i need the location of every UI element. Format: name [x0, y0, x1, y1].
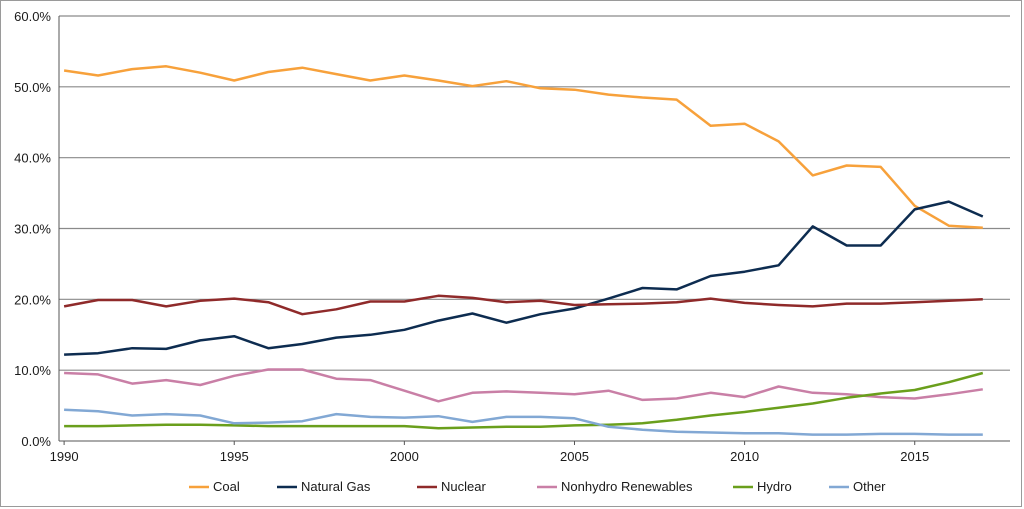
axis-layer: 0.0% 10.0% 20.0% 30.0% 40.0% 50.0% 60.0% 1990 19…	[14, 9, 1010, 464]
x-tick-label: 2010	[730, 449, 759, 464]
legend-item-nuclear: Nuclear	[417, 479, 486, 494]
series-line-natural-gas	[64, 200, 984, 356]
legend-label: Nuclear	[441, 479, 486, 494]
legend-label: Hydro	[757, 479, 792, 494]
legend-label: Natural Gas	[301, 479, 371, 494]
y-tick-label: 60.0%	[14, 9, 51, 24]
series-layer	[63, 65, 984, 436]
legend-item-natural-gas: Natural Gas	[277, 479, 371, 494]
x-tick-label: 2000	[390, 449, 419, 464]
x-tick-label: 1995	[220, 449, 249, 464]
y-tick-label: 10.0%	[14, 363, 51, 378]
legend-label: Coal	[213, 479, 240, 494]
y-tick-label: 50.0%	[14, 80, 51, 95]
y-tick-label: 20.0%	[14, 292, 51, 307]
legend-label: Nonhydro Renewables	[561, 479, 693, 494]
x-tick-label: 1990	[50, 449, 79, 464]
x-tick-label: 2005	[560, 449, 589, 464]
series-line-other	[64, 408, 983, 436]
grid-layer	[59, 15, 1010, 371]
series-line-nonhydro-renewables	[64, 368, 983, 403]
legend-item-hydro: Hydro	[733, 479, 792, 494]
legend-item-coal: Coal	[189, 479, 240, 494]
y-tick-label: 0.0%	[21, 434, 51, 449]
legend-label: Other	[853, 479, 886, 494]
legend-item-nonhydro-renewables: Nonhydro Renewables	[537, 479, 693, 494]
y-tick-label: 30.0%	[14, 222, 51, 237]
x-tick-label: 2015	[900, 449, 929, 464]
series-line-hydro	[64, 371, 984, 430]
y-tick-label: 40.0%	[14, 151, 51, 166]
legend: Coal Natural Gas Nuclear Nonhydro Renewable…	[189, 479, 886, 494]
series-line-nuclear	[63, 294, 983, 316]
legend-item-other: Other	[829, 479, 886, 494]
series-line-coal	[63, 65, 983, 230]
